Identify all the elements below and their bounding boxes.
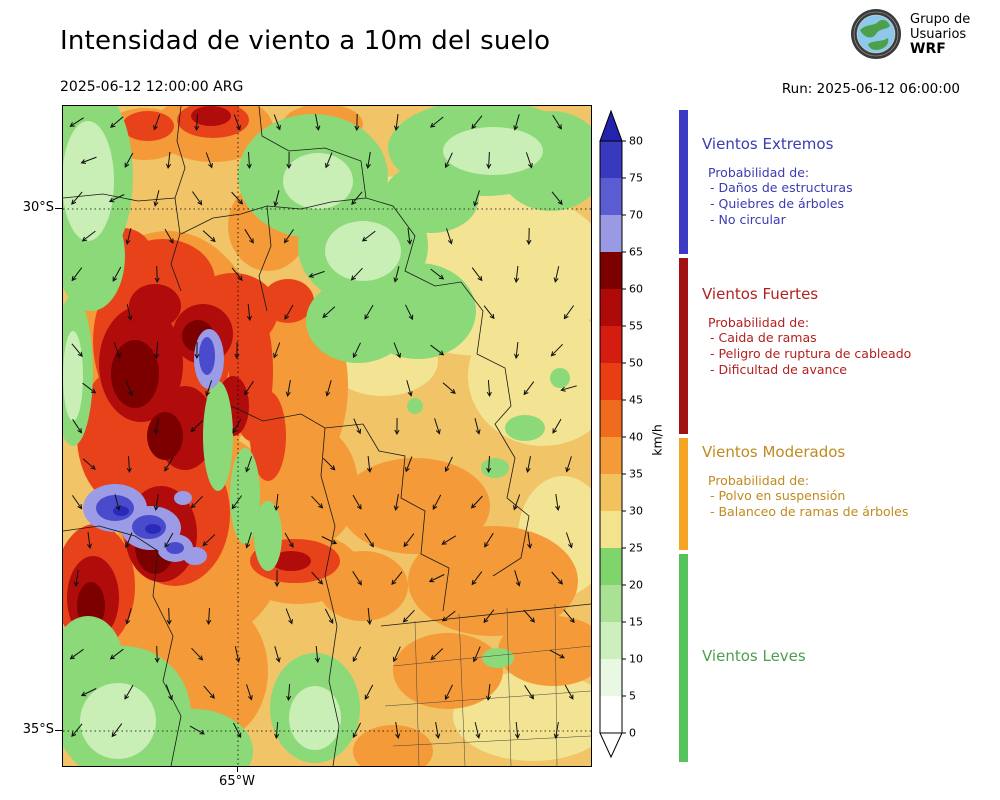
legend-item: - Quiebres de árboles: [710, 196, 845, 211]
colorbar-tick-label: 60: [629, 283, 643, 296]
legend-section-extremos: Vientos Extremos Probabilidad de: - Daño…: [702, 135, 994, 228]
colorbar-segment: [600, 659, 622, 696]
colorbar-tick-label: 20: [629, 579, 643, 592]
wind-map: [37, 81, 618, 793]
colorbar: 0 5 10 15 20 25 30 35 40 45 50 55 60 65 70 75 80: [598, 105, 670, 769]
colorbar-segment: [600, 141, 622, 178]
legend-strip-fuertes: [679, 258, 688, 434]
colorbar-tick-label: 65: [629, 246, 643, 259]
colorbar-tick-label: 40: [629, 431, 643, 444]
legend-item: - Daños de estructuras: [710, 180, 853, 195]
axis-tick: [237, 766, 238, 772]
colorbar-tick-label: 25: [629, 542, 643, 555]
legend-strip-moderados: [679, 438, 688, 550]
colorbar-segment: [600, 178, 622, 215]
wrf-logo: Grupo de Usuarios WRF: [850, 6, 1000, 64]
colorbar-segment: [600, 511, 622, 548]
colorbar-segment: [600, 696, 622, 733]
colorbar-segment: [600, 400, 622, 437]
colorbar-tick-label: 50: [629, 357, 643, 370]
legend-item: - Balanceo de ramas de árboles: [710, 504, 909, 519]
logo-line-2: Usuarios: [910, 27, 967, 42]
wrf-globe-logo-icon: [850, 8, 902, 64]
field-extreme-blue: [83, 329, 224, 565]
legend-heading-fuertes: Vientos Fuertes: [702, 285, 819, 303]
legend-heading-leves: Vientos Leves: [702, 647, 806, 665]
colorbar-tick-label: 0: [629, 727, 636, 740]
lat-label-35s: 35°S: [22, 722, 54, 737]
legend-color-strip: [679, 110, 688, 765]
legend-section-moderados: Vientos Moderados Probabilidad de: - Pol…: [702, 443, 994, 520]
colorbar-segment: [600, 326, 622, 363]
wind-vectors: [69, 113, 577, 740]
colorbar-extend-arrow: [599, 732, 623, 759]
legend-section-fuertes: Vientos Fuertes Probabilidad de: - Caida…: [702, 285, 994, 378]
field-light-green: [62, 121, 543, 759]
colorbar-segment: [600, 215, 622, 252]
colorbar-segment: [600, 363, 622, 400]
legend-item: - Peligro de ruptura de cableado: [710, 346, 912, 361]
colorbar-tick-label: 80: [629, 135, 643, 148]
run-datetime: Run: 2025-06-12 06:00:00: [781, 81, 960, 97]
lat-label-30s: 30°S: [22, 200, 54, 215]
colorbar-tick-label: 10: [629, 653, 643, 666]
legend-item: - Polvo en suspensión: [710, 488, 846, 503]
colorbar-tick-label: 30: [629, 505, 643, 518]
wrf-logo-text: Grupo de Usuarios WRF: [910, 12, 970, 57]
colorbar-tick-label: 45: [629, 394, 643, 407]
axis-tick: [55, 208, 62, 209]
valid-datetime: 2025-06-12 12:00:00 ARG: [60, 79, 244, 95]
colorbar-tick-label: 70: [629, 209, 643, 222]
logo-line-3: WRF: [910, 41, 946, 57]
legend-section-leves: Vientos Leves: [702, 647, 994, 665]
colorbar-segment: [600, 437, 622, 474]
legend-heading-moderados: Vientos Moderados: [702, 443, 846, 461]
legend-strip-leves: [679, 554, 688, 762]
legend-prob-label: Probabilidad de:: [708, 315, 810, 330]
colorbar-tick-label: 75: [629, 172, 643, 185]
legend-prob-label: Probabilidad de:: [708, 473, 810, 488]
axis-tick: [55, 730, 62, 731]
logo-line-1: Grupo de: [910, 12, 971, 27]
colorbar-segment: [600, 585, 622, 622]
page-title: Intensidad de viento a 10m del suelo: [60, 26, 551, 56]
graticule: [63, 106, 591, 766]
lon-label-65w: 65°W: [219, 774, 255, 789]
legend-item: - Caida de ramas: [710, 330, 817, 345]
colorbar-segment: [600, 622, 622, 659]
colorbar-segment: [600, 252, 622, 289]
colorbar-tick-label: 15: [629, 616, 643, 629]
colorbar-segment: [600, 289, 622, 326]
colorbar-unit-label: km/h: [649, 424, 665, 456]
legend-text-panel: Vientos Extremos Probabilidad de: - Daño…: [702, 105, 994, 765]
legend-item: - Dificultad de avance: [710, 362, 847, 377]
wind-map-frame: [37, 81, 618, 793]
legend-item: - No circular: [710, 212, 786, 227]
colorbar-segment: [600, 474, 622, 511]
colorbar-extend-arrow: [599, 109, 623, 142]
legend-heading-extremos: Vientos Extremos: [702, 135, 834, 153]
colorbar-tick-label: 55: [629, 320, 643, 333]
colorbar-tick-label: 5: [629, 690, 636, 703]
legend-prob-label: Probabilidad de:: [708, 165, 810, 180]
colorbar-segment: [600, 548, 622, 585]
colorbar-tick-label: 35: [629, 468, 643, 481]
legend-strip-extremos: [679, 110, 688, 254]
